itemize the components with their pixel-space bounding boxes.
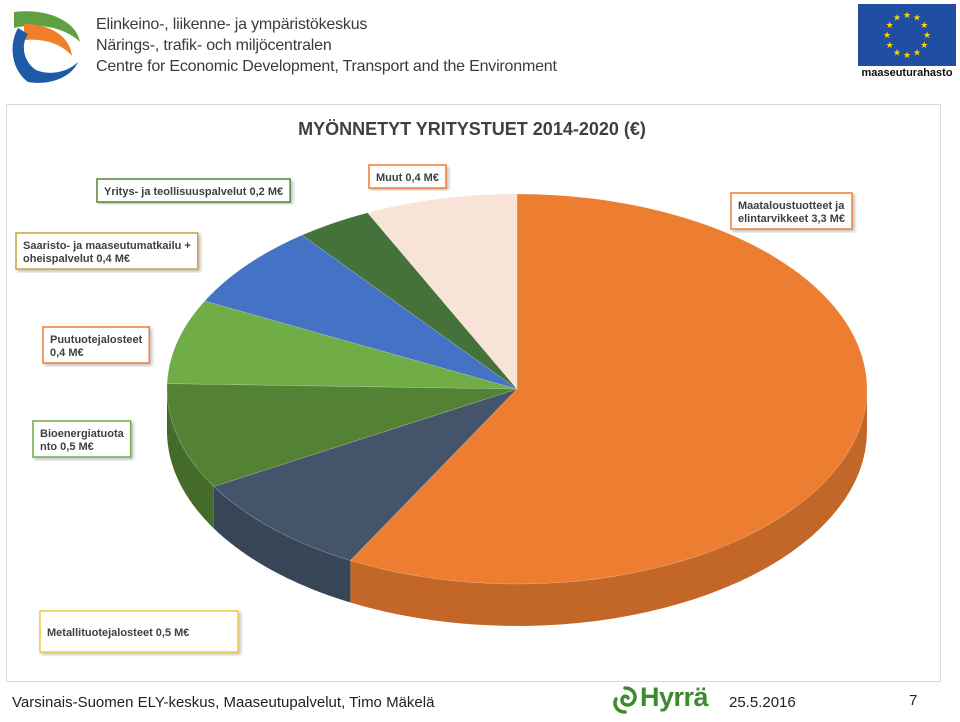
data-label-text: Yritys- ja teollisuuspalvelut 0,2 M€	[104, 186, 283, 198]
eu-logo: ★ ★ ★ ★ ★ ★ ★ ★ ★ ★ ★ ★ maaseuturahasto	[858, 4, 956, 80]
data-label-text: elintarvikkeet 3,3 M€	[738, 213, 845, 225]
data-label-1: Metallituotejalosteet 0,5 M€	[39, 610, 239, 653]
eu-star-icon: ★	[886, 41, 894, 51]
org-name-en: Centre for Economic Development, Transpo…	[96, 58, 557, 75]
eu-fund-label: maaseuturahasto	[861, 67, 953, 79]
data-label-4: Saaristo- ja maaseutumatkailu +oheispalv…	[15, 232, 199, 270]
pie-slice-1	[213, 388, 518, 561]
data-label-box	[368, 164, 447, 189]
eu-star-icon: ★	[913, 48, 921, 58]
eu-star-icon: ★	[893, 48, 901, 58]
data-label-box	[32, 420, 132, 458]
pie-slice-6	[367, 193, 518, 390]
chart-frame: MYÖNNETYT YRITYSTUET 2014-2020 (€) Maata…	[6, 104, 941, 682]
data-label-text: Maataloustuotteet ja	[738, 200, 845, 212]
org-name-sv: Närings-, trafik- och miljöcentralen	[96, 37, 332, 54]
eu-star-icon: ★	[913, 14, 921, 24]
data-label-text: Muut 0,4 M€	[376, 172, 439, 184]
data-label-box	[96, 178, 291, 203]
data-label-text: nto 0,5 M€	[40, 441, 94, 453]
data-label-box	[42, 326, 151, 364]
eu-star-icon: ★	[903, 11, 911, 21]
eu-star-icon: ★	[903, 51, 911, 61]
pie-side-1	[213, 486, 351, 603]
hyrra-wordmark: Hyrrä	[640, 682, 709, 712]
footer-date: 25.5.2016	[729, 694, 796, 711]
org-name-fi: Elinkeino-, liikenne- ja ympäristökeskus	[96, 16, 368, 33]
data-label-text: Metallituotejalosteet 0,5 M€	[47, 627, 189, 639]
pie-slice-2	[166, 383, 518, 487]
pie-chart: MYÖNNETYT YRITYSTUET 2014-2020 (€) Maata…	[15, 119, 868, 653]
slide-header: Elinkeino-, liikenne- ja ympäristökeskus…	[0, 0, 960, 92]
data-label-box	[39, 610, 239, 653]
pie-slice-4	[204, 234, 518, 390]
data-label-text: Bioenergiatuota	[40, 428, 125, 440]
data-label-6: Muut 0,4 M€	[368, 164, 447, 189]
data-label-box	[15, 232, 199, 270]
pie-depth	[167, 389, 867, 626]
pie-slice-5	[301, 212, 518, 390]
eu-star-icon: ★	[920, 41, 928, 51]
data-label-5: Yritys- ja teollisuuspalvelut 0,2 M€	[96, 178, 291, 203]
eu-flag-icon: ★ ★ ★ ★ ★ ★ ★ ★ ★ ★ ★ ★	[858, 4, 956, 66]
pie-slice-3	[166, 300, 518, 390]
pie-side-2	[167, 389, 214, 529]
data-label-text: Saaristo- ja maaseutumatkailu +	[23, 240, 191, 252]
pie-slices	[166, 193, 868, 585]
data-label-box	[730, 192, 853, 230]
pie-slice-0	[349, 193, 868, 585]
chart-title: MYÖNNETYT YRITYSTUET 2014-2020 (€)	[298, 119, 646, 139]
eu-star-icon: ★	[923, 31, 931, 41]
eu-star-icon: ★	[886, 21, 894, 31]
page-number: 7	[909, 692, 918, 709]
data-label-text: 0,4 M€	[50, 347, 84, 359]
eu-star-icon: ★	[920, 21, 928, 31]
pie-side-0	[350, 389, 867, 626]
ely-logo-icon	[12, 11, 80, 83]
eu-star-icon: ★	[893, 14, 901, 24]
data-label-text: oheispalvelut 0,4 M€	[23, 253, 130, 265]
footer-source: Varsinais-Suomen ELY-keskus, Maaseutupal…	[12, 694, 435, 711]
data-label-text: Puutuotejalosteet	[50, 334, 143, 346]
eu-star-icon: ★	[883, 31, 891, 41]
hyrra-swirl-icon	[613, 686, 637, 714]
